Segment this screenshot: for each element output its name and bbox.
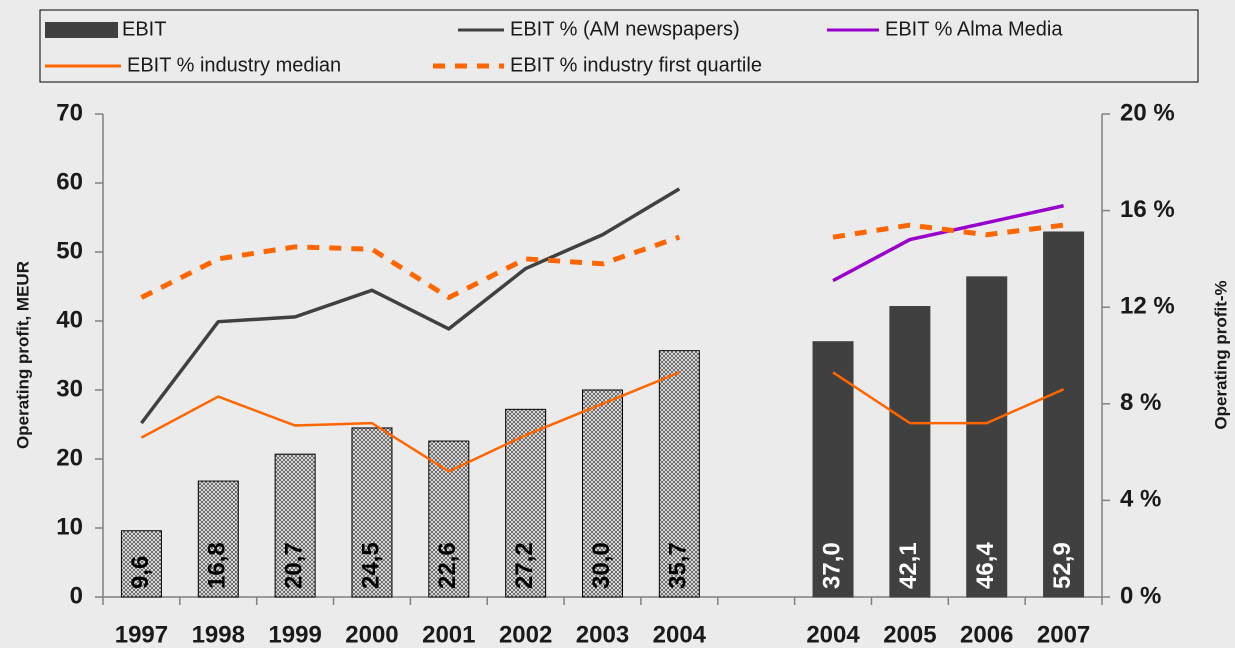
- y-tick-label: 50: [56, 237, 83, 264]
- x-tick-label: 2003: [576, 621, 629, 648]
- legend-swatch: [45, 22, 118, 38]
- x-tick-label: 1998: [192, 621, 245, 648]
- legend-label: EBIT % industry first quartile: [510, 54, 762, 76]
- x-tick-label: 2002: [499, 621, 552, 648]
- bar: [658, 350, 700, 598]
- value-label: 52,9: [1049, 542, 1076, 589]
- x-tick-label: 2004: [806, 621, 860, 648]
- value-label: 27,2: [511, 542, 538, 589]
- y2-tick-label: 8 %: [1120, 389, 1161, 416]
- bar: [889, 306, 931, 598]
- y2-tick-label: 12 %: [1120, 293, 1175, 320]
- y-axis-label: Operating profit, MEUR: [13, 261, 32, 449]
- y-tick-label: 10: [56, 513, 83, 540]
- bar: [120, 530, 162, 598]
- x-tick-label: 2000: [345, 621, 398, 648]
- line: [140, 187, 681, 425]
- x-tick-label: 1999: [268, 621, 321, 648]
- y2-tick-label: 4 %: [1120, 486, 1161, 513]
- legend-label: EBIT % Alma Media: [885, 18, 1063, 40]
- value-label: 20,7: [280, 542, 307, 589]
- legend-label: EBIT % industry median: [127, 54, 341, 76]
- value-label: 16,8: [204, 542, 231, 589]
- x-tick-label: 2005: [883, 621, 936, 648]
- value-label: 22,6: [434, 542, 461, 589]
- x-tick-label: 2001: [422, 621, 475, 648]
- line: [832, 204, 1064, 283]
- y2-tick-label: 0 %: [1120, 582, 1161, 609]
- bar: [351, 427, 393, 598]
- line: [140, 371, 1065, 473]
- y-tick-label: 40: [56, 306, 83, 333]
- y-tick-label: 0: [70, 582, 83, 609]
- bar: [197, 480, 239, 598]
- bar: [274, 453, 316, 598]
- legend-label: EBIT: [122, 18, 166, 40]
- bar: [812, 341, 854, 598]
- value-label: 9,6: [127, 556, 154, 589]
- y2-tick-label: 20 %: [1120, 99, 1175, 126]
- value-label: 46,4: [972, 542, 999, 589]
- y2-tick-label: 16 %: [1120, 196, 1175, 223]
- x-tick-label: 2007: [1037, 621, 1090, 648]
- value-label: 24,5: [357, 542, 384, 589]
- bar: [582, 389, 623, 598]
- y-tick-label: 30: [56, 375, 83, 402]
- y-tick-label: 70: [56, 99, 83, 126]
- bar: [428, 440, 470, 598]
- y-tick-label: 20: [56, 444, 83, 471]
- legend-box: [39, 9, 1199, 83]
- value-label: 30,0: [588, 542, 615, 589]
- bar: [966, 276, 1008, 598]
- y2-axis-label: Operating profit-%: [1211, 280, 1230, 429]
- y-tick-label: 60: [56, 168, 83, 195]
- x-tick-label: 1997: [115, 621, 168, 648]
- value-label: 37,0: [818, 542, 845, 589]
- legend-label: EBIT % (AM newspapers): [510, 18, 740, 40]
- bar: [1043, 231, 1085, 598]
- value-label: 35,7: [665, 542, 692, 589]
- line: [140, 222, 1064, 301]
- x-tick-label: 2004: [653, 621, 707, 648]
- x-tick-label: 2006: [960, 621, 1013, 648]
- value-label: 42,1: [895, 542, 922, 589]
